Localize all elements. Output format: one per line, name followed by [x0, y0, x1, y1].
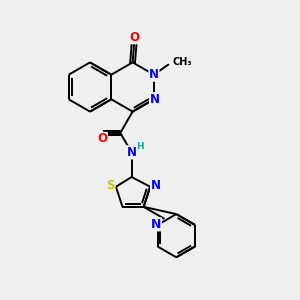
Text: CH₃: CH₃	[172, 57, 192, 67]
Text: N: N	[127, 146, 136, 159]
Text: N: N	[151, 218, 161, 231]
Text: H: H	[136, 142, 144, 151]
Text: O: O	[129, 31, 139, 44]
Text: O: O	[97, 132, 107, 146]
Text: N: N	[151, 179, 160, 192]
Text: N: N	[149, 68, 159, 81]
Text: N: N	[149, 93, 160, 106]
Text: S: S	[106, 179, 115, 192]
